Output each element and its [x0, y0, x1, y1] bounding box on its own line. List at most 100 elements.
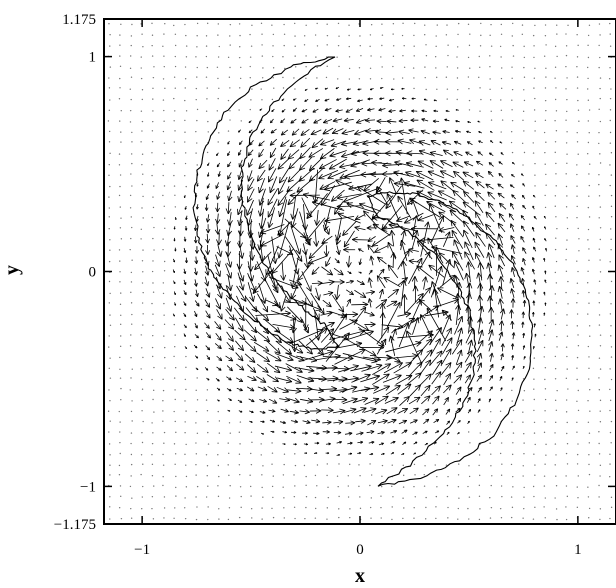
field-arrowhead	[464, 241, 470, 246]
field-arrowhead	[341, 156, 348, 159]
field-arrowhead	[466, 272, 471, 279]
field-dot	[228, 76, 231, 78]
field-arrowhead	[250, 265, 254, 272]
field-arrowhead	[438, 230, 445, 233]
field-arrowhead	[376, 118, 382, 122]
field-arrowhead	[228, 220, 233, 226]
field-dot	[305, 55, 307, 57]
field-dot	[598, 292, 600, 294]
field-arrowhead	[314, 197, 319, 203]
field-arrow	[393, 171, 414, 178]
field-arrow	[357, 186, 386, 205]
field-arrow	[397, 195, 412, 219]
field-arrow	[405, 171, 425, 179]
field-arrowhead	[205, 238, 209, 244]
field-arrowhead	[241, 365, 245, 371]
field-dot	[610, 88, 612, 90]
field-arrowhead	[260, 298, 266, 304]
field-arrow	[238, 170, 242, 180]
field-arrow	[292, 316, 297, 334]
field-dot	[469, 67, 471, 69]
field-dot	[305, 77, 307, 80]
field-arrowhead	[262, 350, 270, 352]
field-dot	[206, 66, 209, 69]
field-arrowhead	[242, 275, 245, 282]
field-dot	[554, 195, 557, 197]
field-arrowhead	[299, 164, 302, 171]
field-arrowhead	[205, 218, 208, 223]
field-arrowhead	[487, 202, 490, 209]
field-arrow	[355, 420, 366, 423]
field-arrowhead	[236, 263, 240, 270]
field-dot	[510, 496, 513, 498]
field-arrowhead	[291, 222, 297, 228]
field-arrowhead	[227, 176, 231, 180]
y-tick-label: −1.175	[54, 517, 96, 533]
field-arrowhead	[295, 387, 302, 392]
field-arrowhead	[367, 240, 373, 243]
field-dot	[151, 442, 154, 445]
field-arrow	[319, 388, 337, 391]
field-arrowhead	[405, 313, 412, 318]
field-dot	[554, 464, 556, 466]
field-dot	[206, 409, 209, 412]
field-arrow	[323, 292, 334, 296]
field-arrow	[236, 363, 245, 371]
field-dot	[184, 517, 187, 520]
field-arrowhead	[487, 295, 491, 302]
field-arrowhead	[185, 347, 187, 350]
field-dot	[271, 24, 273, 26]
field-arrowhead	[292, 214, 297, 220]
field-dot	[174, 507, 176, 509]
field-arrowhead	[258, 188, 264, 194]
field-dot	[164, 217, 166, 219]
field-dot	[533, 378, 535, 380]
field-dot	[142, 485, 144, 488]
field-arrow	[412, 305, 440, 323]
field-arrow	[384, 397, 399, 404]
field-dot	[522, 164, 524, 166]
field-dot	[500, 474, 503, 476]
field-arrowhead	[453, 170, 460, 174]
field-arrowhead	[408, 128, 414, 131]
field-dot	[162, 453, 164, 456]
field-arrowhead	[384, 395, 389, 402]
field-arrowhead	[350, 153, 357, 156]
field-arrow	[301, 318, 309, 334]
field-arrow	[227, 181, 232, 191]
field-arrowhead	[426, 201, 431, 207]
field-dot	[610, 303, 612, 305]
field-arrowhead	[317, 280, 323, 284]
field-arrow	[205, 310, 211, 319]
field-arrowhead	[521, 267, 525, 271]
field-arrowhead	[336, 203, 343, 207]
field-dot	[479, 110, 481, 112]
field-dot	[163, 55, 165, 57]
field-dot	[380, 506, 382, 509]
field-dot	[599, 87, 601, 90]
field-dot	[140, 141, 142, 143]
field-dot	[534, 185, 536, 187]
field-arrow	[247, 282, 254, 302]
field-arrow	[267, 198, 278, 218]
field-arrowhead	[295, 390, 302, 394]
field-dot	[599, 34, 601, 36]
field-arrowhead	[398, 131, 404, 136]
field-arrow	[321, 235, 333, 244]
field-arrowhead	[438, 226, 444, 232]
field-arrow	[343, 188, 378, 203]
field-arrowhead	[396, 220, 403, 223]
field-arrow	[279, 167, 290, 184]
field-dot	[500, 87, 503, 90]
field-arrow	[455, 130, 461, 133]
field-arrowhead	[331, 128, 337, 134]
field-arrowhead	[533, 194, 535, 197]
field-dot	[576, 141, 579, 143]
field-dot	[544, 119, 547, 122]
field-arrowhead	[408, 258, 415, 262]
field-arrow	[264, 279, 281, 309]
field-arrowhead	[475, 252, 481, 257]
field-dot	[445, 34, 448, 36]
field-dot	[369, 506, 372, 509]
field-dot	[587, 44, 589, 47]
